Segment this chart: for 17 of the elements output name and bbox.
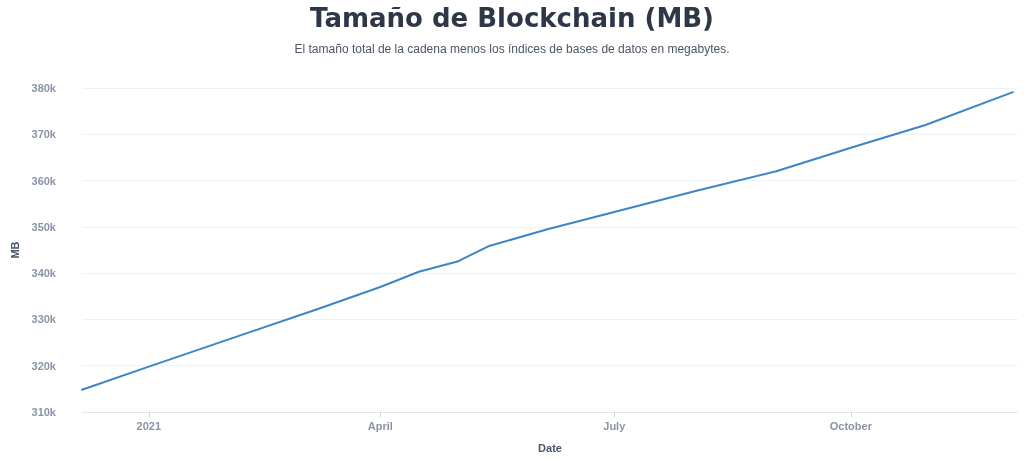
- y-tick-label: 350k: [31, 220, 57, 233]
- chart-title: Tamaño de Blockchain (MB): [310, 3, 714, 33]
- x-tick-label: April: [367, 419, 393, 432]
- y-tick-label: 320k: [31, 359, 57, 372]
- y-tick-label: 330k: [31, 313, 57, 326]
- y-axis-title: MB: [8, 241, 21, 259]
- x-tick-label: October: [829, 419, 873, 432]
- y-tick-label: 380k: [31, 82, 57, 94]
- y-tick-label: 370k: [31, 128, 57, 141]
- y-tick-label: 360k: [31, 174, 57, 187]
- y-tick-label: 340k: [31, 267, 57, 280]
- line-series: [81, 91, 1014, 391]
- x-tick-label: July: [603, 419, 627, 432]
- y-tick-label: 310k: [31, 406, 57, 418]
- x-axis-title: Date: [538, 441, 562, 454]
- chart-subtitle: El tamaño total de la cadena menos los índices de bases de datos en megabytes.: [294, 42, 730, 56]
- x-tick-label: 2021: [136, 419, 162, 432]
